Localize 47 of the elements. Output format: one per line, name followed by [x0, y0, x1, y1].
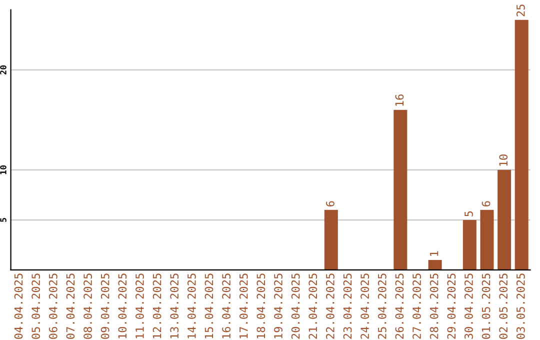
x-tick-label: 04.04.2025 — [14, 274, 23, 339]
x-tick-label: 12.04.2025 — [152, 274, 162, 338]
y-tick-label: 20 — [0, 65, 6, 74]
bar — [394, 110, 408, 270]
x-tick-label: 29.04.2025 — [447, 274, 456, 339]
y-tick-label: 5 — [0, 218, 6, 222]
x-tick-label: 24.04.2025 — [360, 274, 370, 339]
data-label: 6 — [482, 201, 490, 206]
x-tick-label: 07.04.2025 — [66, 274, 75, 339]
x-tick-label: 10.04.2025 — [118, 274, 127, 338]
y-tick-label: 10 — [0, 165, 6, 174]
x-tick-label: 08.04.2025 — [84, 274, 92, 339]
data-label: 10 — [499, 154, 508, 166]
x-tick-label: 15.04.2025 — [204, 274, 214, 338]
x-tick-label: 28.04.2025 — [430, 274, 438, 339]
x-tick-label: 26.04.2025 — [395, 274, 404, 339]
x-tick-label: 14.04.2025 — [187, 274, 196, 338]
bar — [514, 20, 528, 270]
x-tick-label: 16.04.2025 — [222, 274, 231, 338]
x-tick-label: 13.04.2025 — [170, 274, 179, 338]
x-tick-label: 30.04.2025 — [464, 274, 473, 339]
bar — [498, 170, 512, 270]
x-tick-label: 20.04.2025 — [291, 274, 300, 339]
bar — [428, 260, 442, 270]
data-label: 16 — [395, 94, 404, 106]
data-label: 25 — [516, 4, 525, 16]
x-tick-label: 01.05.2025 — [482, 274, 490, 339]
bar — [324, 210, 338, 270]
bar — [462, 220, 476, 270]
x-tick-label: 19.04.2025 — [274, 274, 282, 338]
x-tick-label: 17.04.2025 — [239, 274, 248, 338]
data-label: 1 — [430, 251, 438, 256]
x-tick-label: 05.04.2025 — [32, 274, 40, 339]
x-tick-label: 22.04.2025 — [326, 274, 334, 339]
x-tick-label: 25.04.2025 — [378, 274, 386, 339]
x-tick-label: 09.04.2025 — [100, 274, 110, 339]
data-label: 6 — [326, 201, 334, 206]
x-tick-label: 27.04.2025 — [412, 274, 421, 339]
x-tick-label: 21.04.2025 — [308, 274, 318, 339]
x-tick-label: 18.04.2025 — [256, 274, 266, 338]
bar — [480, 210, 494, 270]
x-tick-label: 03.05.2025 — [516, 274, 525, 339]
x-tick-label: 23.04.2025 — [343, 274, 352, 339]
x-tick-label: 02.05.2025 — [499, 274, 508, 339]
x-tick-label: 06.04.2025 — [48, 274, 58, 339]
x-tick-label: 11.04.2025 — [136, 274, 144, 338]
data-label: 5 — [464, 211, 473, 216]
